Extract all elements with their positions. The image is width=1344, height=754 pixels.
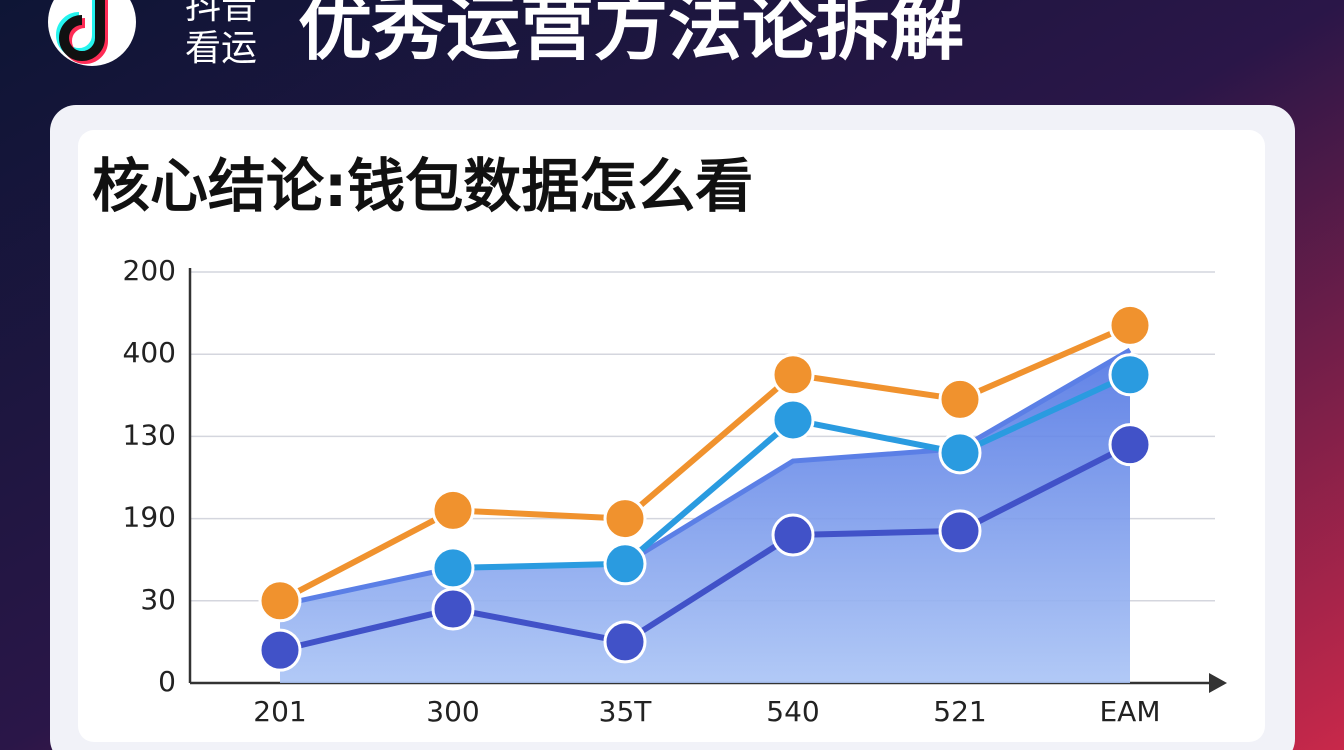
page-title: 优秀运营方法论拆解: [298, 0, 964, 71]
plot: 0 30 190 130 400 200 201 300 35T 540 521 EAM: [123, 254, 1227, 728]
logo-text: 看运: [185, 28, 257, 69]
marker: [603, 542, 647, 586]
x-tick-label: 35T: [599, 695, 653, 728]
marker: [431, 546, 475, 590]
marker: [938, 377, 982, 421]
x-tick-label: 521: [933, 695, 986, 728]
marker: [603, 620, 647, 664]
y-tick-label: 30: [140, 583, 176, 616]
marker: [258, 628, 302, 672]
y-tick-label: 190: [123, 501, 176, 534]
marker: [938, 431, 982, 475]
marker: [431, 488, 475, 532]
chart-title: 核心结论:钱包数据怎么看: [92, 152, 753, 220]
marker: [1108, 353, 1152, 397]
marker: [938, 509, 982, 553]
marker: [258, 579, 302, 623]
marker: [431, 587, 475, 631]
marker: [771, 513, 815, 557]
y-tick-label: 0: [158, 665, 176, 698]
x-tick-label: 300: [426, 695, 479, 728]
area-edge: [279, 347, 1132, 608]
y-tick-label: 130: [123, 418, 176, 451]
y-tick-label: 400: [123, 336, 176, 369]
x-axis-arrow: [1209, 673, 1227, 693]
marker: [771, 353, 815, 397]
y-tick-label: 200: [123, 254, 176, 287]
x-tick-label: 201: [253, 695, 306, 728]
x-tick-label: 540: [766, 695, 819, 728]
series-line: [278, 322, 1132, 604]
marker: [1108, 423, 1152, 467]
series-line: [279, 441, 1132, 654]
x-tick-label: EAM: [1099, 695, 1160, 728]
logo-text: 抖音: [185, 0, 257, 27]
marker: [771, 398, 815, 442]
logo: [48, 0, 136, 66]
marker: [603, 497, 647, 541]
marker: [1108, 303, 1152, 347]
